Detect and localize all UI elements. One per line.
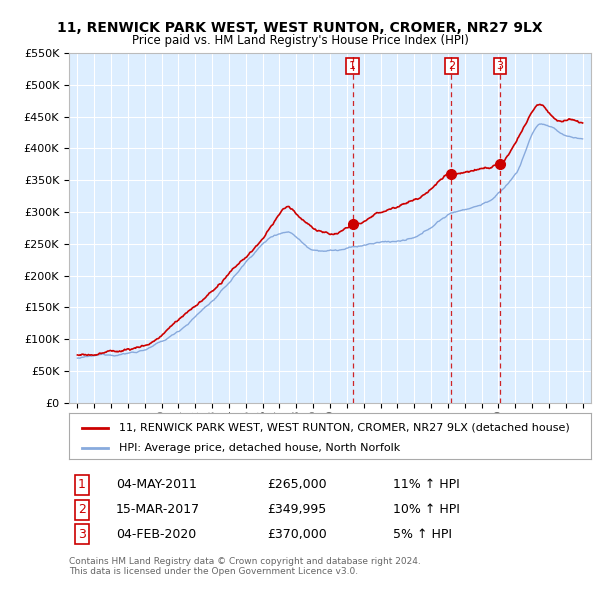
Text: £349,995: £349,995: [268, 503, 326, 516]
Text: £265,000: £265,000: [268, 478, 327, 491]
Text: 10% ↑ HPI: 10% ↑ HPI: [392, 503, 460, 516]
Text: 04-MAY-2011: 04-MAY-2011: [116, 478, 197, 491]
Text: 2: 2: [78, 503, 86, 516]
Text: 11% ↑ HPI: 11% ↑ HPI: [392, 478, 460, 491]
Text: 15-MAR-2017: 15-MAR-2017: [116, 503, 200, 516]
Text: 3: 3: [78, 528, 86, 541]
Text: HPI: Average price, detached house, North Norfolk: HPI: Average price, detached house, Nort…: [119, 442, 400, 453]
Text: 1: 1: [78, 478, 86, 491]
Text: 11, RENWICK PARK WEST, WEST RUNTON, CROMER, NR27 9LX: 11, RENWICK PARK WEST, WEST RUNTON, CROM…: [57, 21, 543, 35]
Text: 11, RENWICK PARK WEST, WEST RUNTON, CROMER, NR27 9LX (detached house): 11, RENWICK PARK WEST, WEST RUNTON, CROM…: [119, 422, 569, 432]
Text: 2: 2: [448, 61, 455, 71]
Text: 5% ↑ HPI: 5% ↑ HPI: [392, 528, 452, 541]
Text: 3: 3: [496, 61, 503, 71]
Text: 04-FEB-2020: 04-FEB-2020: [116, 528, 196, 541]
Text: Contains HM Land Registry data © Crown copyright and database right 2024.
This d: Contains HM Land Registry data © Crown c…: [69, 557, 421, 576]
Text: 1: 1: [349, 61, 356, 71]
Text: £370,000: £370,000: [268, 528, 327, 541]
Text: Price paid vs. HM Land Registry's House Price Index (HPI): Price paid vs. HM Land Registry's House …: [131, 34, 469, 47]
